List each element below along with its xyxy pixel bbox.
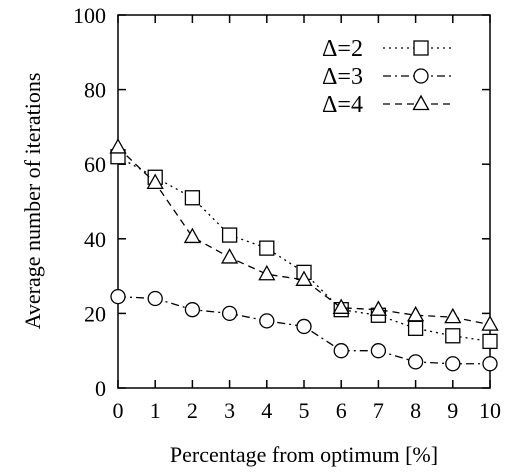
data-point-square	[407, 320, 424, 336]
legend-marker-triangle	[412, 94, 430, 111]
data-point-circle	[296, 318, 312, 335]
y-tick-label: 100	[73, 3, 106, 28]
data-point-triangle	[109, 138, 127, 154]
data-point-triangle	[406, 305, 425, 322]
series-circle	[110, 288, 498, 372]
x-tick-label: 9	[447, 398, 458, 423]
y-axis-label: Average number of iterations	[20, 73, 45, 330]
series-line-square	[117, 156, 491, 343]
x-tick-label: 3	[224, 398, 235, 423]
data-point-triangle	[183, 227, 202, 244]
series-square	[110, 149, 498, 350]
x-tick-label: 10	[479, 398, 501, 423]
y-tick-label: 40	[84, 227, 106, 252]
legend-marker-square	[413, 40, 429, 56]
data-point-square	[184, 190, 201, 206]
data-point-triangle	[295, 270, 313, 286]
data-point-square	[259, 240, 275, 256]
data-point-triangle	[220, 248, 239, 264]
data-point-square	[482, 333, 498, 350]
data-point-triangle	[332, 298, 350, 314]
x-axis-label: Percentage from optimum [%]	[170, 442, 438, 467]
legend-label: Δ=2	[322, 36, 363, 62]
series-triangle	[109, 138, 499, 331]
series-layer	[109, 138, 499, 372]
y-axis-ticks: 0 20 40 60 80 100	[73, 3, 490, 401]
data-point-triangle	[369, 300, 388, 316]
y-tick-label: 60	[84, 152, 106, 177]
x-tick-label: 2	[187, 398, 198, 423]
x-tick-label: 0	[113, 398, 124, 423]
x-tick-label: 7	[373, 398, 384, 423]
data-point-triangle	[258, 264, 276, 281]
data-point-circle	[221, 305, 238, 322]
data-point-square	[221, 227, 238, 243]
legend-label: Δ=3	[322, 64, 363, 90]
data-point-triangle	[146, 173, 164, 190]
series-line-triangle	[117, 146, 491, 326]
data-point-square	[445, 328, 461, 344]
legend: Δ=2Δ=3Δ=4	[322, 36, 455, 118]
data-point-circle	[184, 302, 201, 318]
data-point-triangle	[481, 315, 499, 331]
data-point-circle	[333, 343, 349, 359]
data-point-circle	[407, 354, 424, 370]
x-axis-ticks: 0 1 2 3 4 5 6 7 8 9 10	[113, 15, 501, 423]
data-point-circle	[445, 356, 461, 372]
data-point-circle	[482, 356, 498, 372]
legend-label: Δ=4	[322, 92, 363, 118]
legend-marker-circle	[413, 68, 429, 84]
data-point-circle	[147, 290, 163, 307]
data-point-circle	[370, 343, 387, 359]
y-tick-label: 0	[95, 376, 106, 401]
y-tick-label: 20	[84, 301, 106, 326]
data-point-circle	[110, 288, 126, 305]
x-tick-label: 4	[261, 398, 272, 423]
y-tick-label: 80	[84, 78, 106, 103]
data-point-circle	[259, 313, 275, 329]
data-point-triangle	[444, 307, 462, 324]
x-tick-label: 1	[150, 398, 161, 423]
x-tick-label: 8	[410, 398, 421, 423]
x-tick-label: 6	[336, 398, 347, 423]
x-tick-label: 5	[299, 398, 310, 423]
